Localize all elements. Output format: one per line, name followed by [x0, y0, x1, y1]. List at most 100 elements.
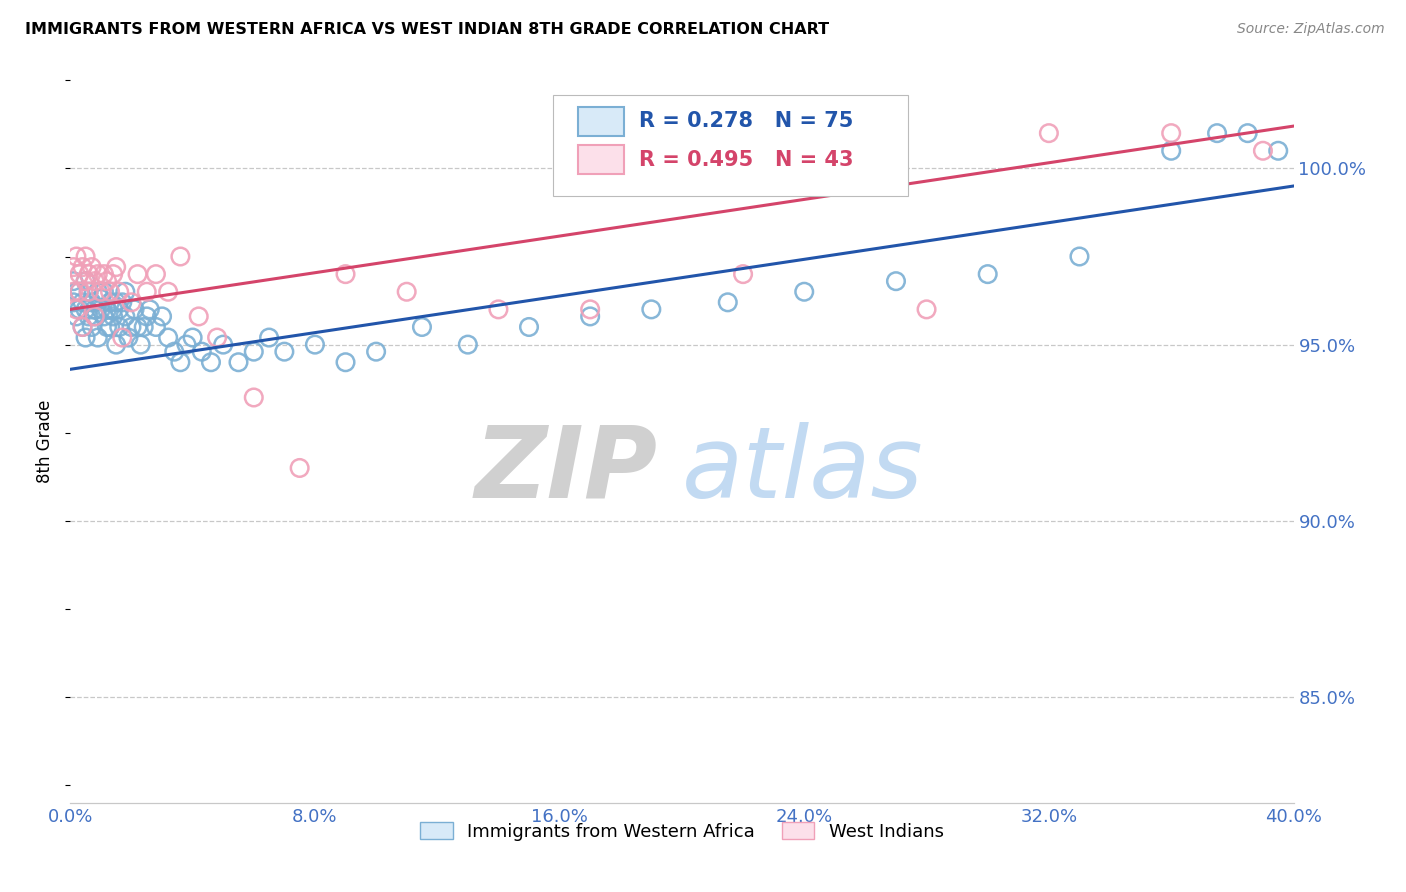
- Point: [65, 285, 87, 299]
- Point: [75, 302, 97, 317]
- Point: [72, 295, 94, 310]
- Point: [87, 330, 110, 344]
- Point: [1267, 144, 1289, 158]
- Point: [108, 320, 131, 334]
- Point: [75, 274, 97, 288]
- Point: [62, 295, 84, 310]
- Point: [96, 320, 118, 334]
- Point: [62, 260, 84, 274]
- Point: [105, 337, 128, 351]
- Text: R = 0.495   N = 43: R = 0.495 N = 43: [640, 150, 853, 169]
- Point: [93, 285, 115, 299]
- Point: [121, 320, 143, 334]
- Point: [157, 285, 180, 299]
- Point: [145, 267, 167, 281]
- Point: [101, 310, 124, 324]
- Point: [1069, 250, 1091, 264]
- Point: [83, 310, 105, 324]
- Point: [77, 310, 100, 324]
- Point: [884, 274, 907, 288]
- Text: ZIP: ZIP: [474, 422, 658, 519]
- Point: [1160, 144, 1182, 158]
- Point: [87, 285, 110, 299]
- Point: [105, 295, 128, 310]
- Y-axis label: 8th Grade: 8th Grade: [37, 400, 55, 483]
- FancyBboxPatch shape: [554, 95, 908, 196]
- Point: [77, 285, 100, 299]
- FancyBboxPatch shape: [578, 107, 624, 136]
- Point: [80, 295, 103, 310]
- Point: [915, 302, 938, 317]
- Point: [114, 310, 136, 324]
- Point: [98, 295, 121, 310]
- Point: [139, 302, 162, 317]
- Point: [1251, 144, 1274, 158]
- Point: [98, 285, 121, 299]
- Point: [124, 302, 146, 317]
- Point: [72, 320, 94, 334]
- Point: [181, 330, 204, 344]
- Point: [65, 302, 87, 317]
- Point: [90, 292, 112, 306]
- Point: [1160, 126, 1182, 140]
- Point: [129, 337, 152, 351]
- Legend: Immigrants from Western Africa, West Indians: Immigrants from Western Africa, West Ind…: [413, 815, 950, 848]
- Point: [733, 267, 755, 281]
- Point: [976, 267, 998, 281]
- Point: [90, 302, 112, 317]
- Point: [150, 310, 173, 324]
- Point: [87, 267, 110, 281]
- Point: [83, 274, 105, 288]
- Point: [77, 285, 100, 299]
- Point: [243, 344, 266, 359]
- Text: IMMIGRANTS FROM WESTERN AFRICA VS WEST INDIAN 8TH GRADE CORRELATION CHART: IMMIGRANTS FROM WESTERN AFRICA VS WEST I…: [25, 22, 830, 37]
- Point: [117, 330, 139, 344]
- Point: [108, 285, 131, 299]
- Point: [1206, 126, 1229, 140]
- Point: [65, 310, 87, 324]
- Point: [75, 274, 97, 288]
- Point: [273, 344, 295, 359]
- Point: [579, 310, 602, 324]
- Point: [114, 285, 136, 299]
- Point: [72, 320, 94, 334]
- Point: [121, 295, 143, 310]
- Point: [1038, 126, 1060, 140]
- Point: [335, 267, 357, 281]
- Point: [62, 274, 84, 288]
- Point: [75, 330, 97, 344]
- Point: [69, 267, 91, 281]
- Point: [191, 344, 214, 359]
- Point: [228, 355, 250, 369]
- Point: [793, 285, 815, 299]
- Point: [80, 260, 103, 274]
- Point: [96, 274, 118, 288]
- Point: [105, 260, 128, 274]
- Point: [111, 330, 134, 344]
- Point: [83, 302, 105, 317]
- Point: [243, 391, 266, 405]
- Point: [488, 302, 510, 317]
- Point: [205, 330, 228, 344]
- Point: [200, 355, 222, 369]
- Point: [257, 330, 280, 344]
- Point: [1236, 126, 1258, 140]
- Text: R = 0.278   N = 75: R = 0.278 N = 75: [640, 112, 853, 131]
- Point: [640, 302, 662, 317]
- Point: [176, 337, 198, 351]
- Point: [304, 337, 326, 351]
- FancyBboxPatch shape: [578, 145, 624, 174]
- Point: [65, 250, 87, 264]
- Point: [366, 344, 388, 359]
- Point: [69, 285, 91, 299]
- Point: [717, 295, 740, 310]
- Point: [169, 250, 191, 264]
- Point: [111, 295, 134, 310]
- Point: [62, 285, 84, 299]
- Point: [93, 267, 115, 281]
- Point: [101, 267, 124, 281]
- Text: atlas: atlas: [682, 422, 924, 519]
- Point: [108, 302, 131, 317]
- Point: [101, 302, 124, 317]
- Point: [145, 320, 167, 334]
